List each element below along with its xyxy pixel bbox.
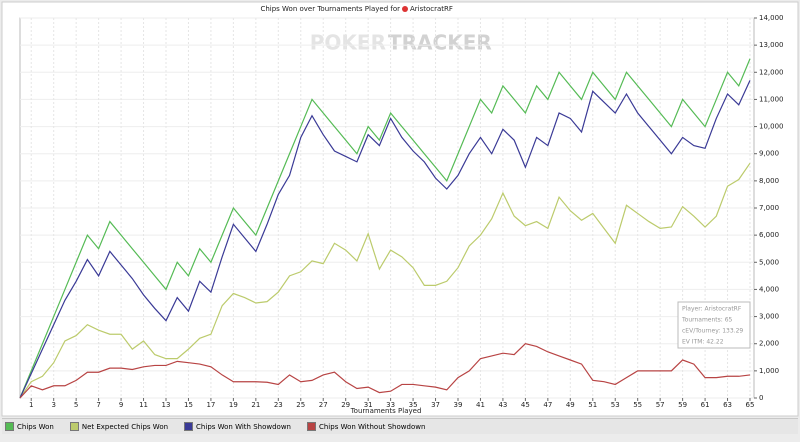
legend-swatch — [184, 422, 194, 431]
x-tick-label: 17 — [206, 401, 215, 409]
x-tick-label: 33 — [386, 401, 395, 409]
chart-title: Chips Won over Tournaments Played for — [260, 5, 400, 13]
series-line — [19, 58, 751, 399]
x-axis-label: Tournaments Played — [350, 407, 422, 415]
x-tick-label: 29 — [341, 401, 350, 409]
series-line — [19, 80, 751, 399]
legend-label: Net Expected Chips Won — [81, 422, 169, 431]
y-tick-label: 2,000 — [759, 340, 779, 348]
y-tick-label: 5,000 — [759, 258, 779, 266]
info-box-frame — [677, 301, 751, 349]
legend-item[interactable]: Chips Won Without Showdown — [304, 422, 428, 431]
y-tick-label: 12,000 — [759, 68, 784, 76]
x-tick-label: 21 — [251, 401, 260, 409]
y-tick-label: 13,000 — [759, 41, 784, 49]
x-tick-label: 63 — [723, 401, 732, 409]
y-tick-label: 7,000 — [759, 204, 779, 212]
x-tick-label: 19 — [229, 401, 238, 409]
x-tick-label: 15 — [184, 401, 193, 409]
legend-swatch — [5, 422, 14, 431]
x-tick-label: 35 — [409, 401, 418, 409]
x-tick-label: 23 — [274, 401, 283, 409]
info-text: EV ITM: 42.22 — [682, 339, 724, 346]
x-tick-label: 37 — [431, 401, 440, 409]
y-tick-label: 3,000 — [759, 313, 779, 321]
y-tick-label: 4,000 — [759, 285, 779, 293]
x-tick-label: 3 — [51, 401, 55, 409]
x-tick-label: 53 — [611, 401, 620, 409]
legend-item[interactable]: Chips Won — [2, 422, 57, 431]
chart: Chips Won over Tournaments Played for Ar… — [1, 1, 799, 417]
y-tick-label: 0 — [759, 394, 763, 402]
player-name: AristocratRF — [410, 5, 453, 13]
x-tick-label: 51 — [588, 401, 597, 409]
x-tick-label: 45 — [521, 401, 530, 409]
x-tick-label: 1 — [29, 401, 33, 409]
series-line — [19, 343, 751, 399]
player-icon — [402, 6, 408, 12]
legend-label: Chips Won Without Showdown — [318, 422, 426, 431]
y-tick-label: 9,000 — [759, 150, 779, 158]
legend-swatch — [306, 422, 316, 431]
x-tick-label: 5 — [74, 401, 78, 409]
x-tick-label: 7 — [96, 401, 100, 409]
info-text: Tournaments: 65 — [681, 317, 733, 324]
legend-item[interactable]: Net Expected Chips Won — [67, 422, 171, 431]
y-tick-label: 11,000 — [759, 95, 784, 103]
legend: Chips Won Net Expected Chips Won Chips Won… — [2, 418, 798, 434]
chart-background — [1, 1, 799, 417]
y-tick-label: 14,000 — [759, 14, 784, 22]
watermark: POKER — [310, 31, 386, 55]
info-text: Player: AristocratRF — [682, 306, 742, 313]
x-tick-label: 13 — [162, 401, 171, 409]
series-line — [19, 162, 751, 399]
x-tick-label: 47 — [543, 401, 552, 409]
y-tick-label: 1,000 — [759, 367, 779, 375]
x-tick-label: 41 — [476, 401, 485, 409]
x-tick-label: 25 — [296, 401, 305, 409]
watermark: TRACKER — [388, 31, 492, 55]
info-text: cEV/Tourney: 133.29 — [682, 328, 743, 335]
legend-swatch — [69, 422, 79, 431]
x-tick-label: 39 — [454, 401, 463, 409]
y-tick-label: 6,000 — [759, 231, 779, 239]
x-tick-label: 59 — [678, 401, 687, 409]
x-tick-label: 65 — [746, 401, 755, 409]
y-tick-label: 10,000 — [759, 123, 784, 131]
legend-label: Chips Won — [17, 422, 54, 431]
x-tick-label: 31 — [364, 401, 373, 409]
y-tick-label: 8,000 — [759, 177, 779, 185]
info-box: Player: AristocratRF Tournaments: 65 cEV/T… — [677, 301, 751, 349]
x-tick-label: 27 — [319, 401, 328, 409]
legend-label: Chips Won With Showdown — [196, 422, 291, 431]
x-tick-label: 57 — [656, 401, 665, 409]
x-tick-label: 11 — [139, 401, 148, 409]
x-tick-label: 49 — [566, 401, 575, 409]
x-tick-label: 61 — [701, 401, 710, 409]
x-tick-label: 55 — [633, 401, 642, 409]
x-tick-label: 9 — [119, 401, 123, 409]
x-tick-label: 43 — [498, 401, 507, 409]
legend-item[interactable]: Chips Won With Showdown — [181, 422, 294, 431]
